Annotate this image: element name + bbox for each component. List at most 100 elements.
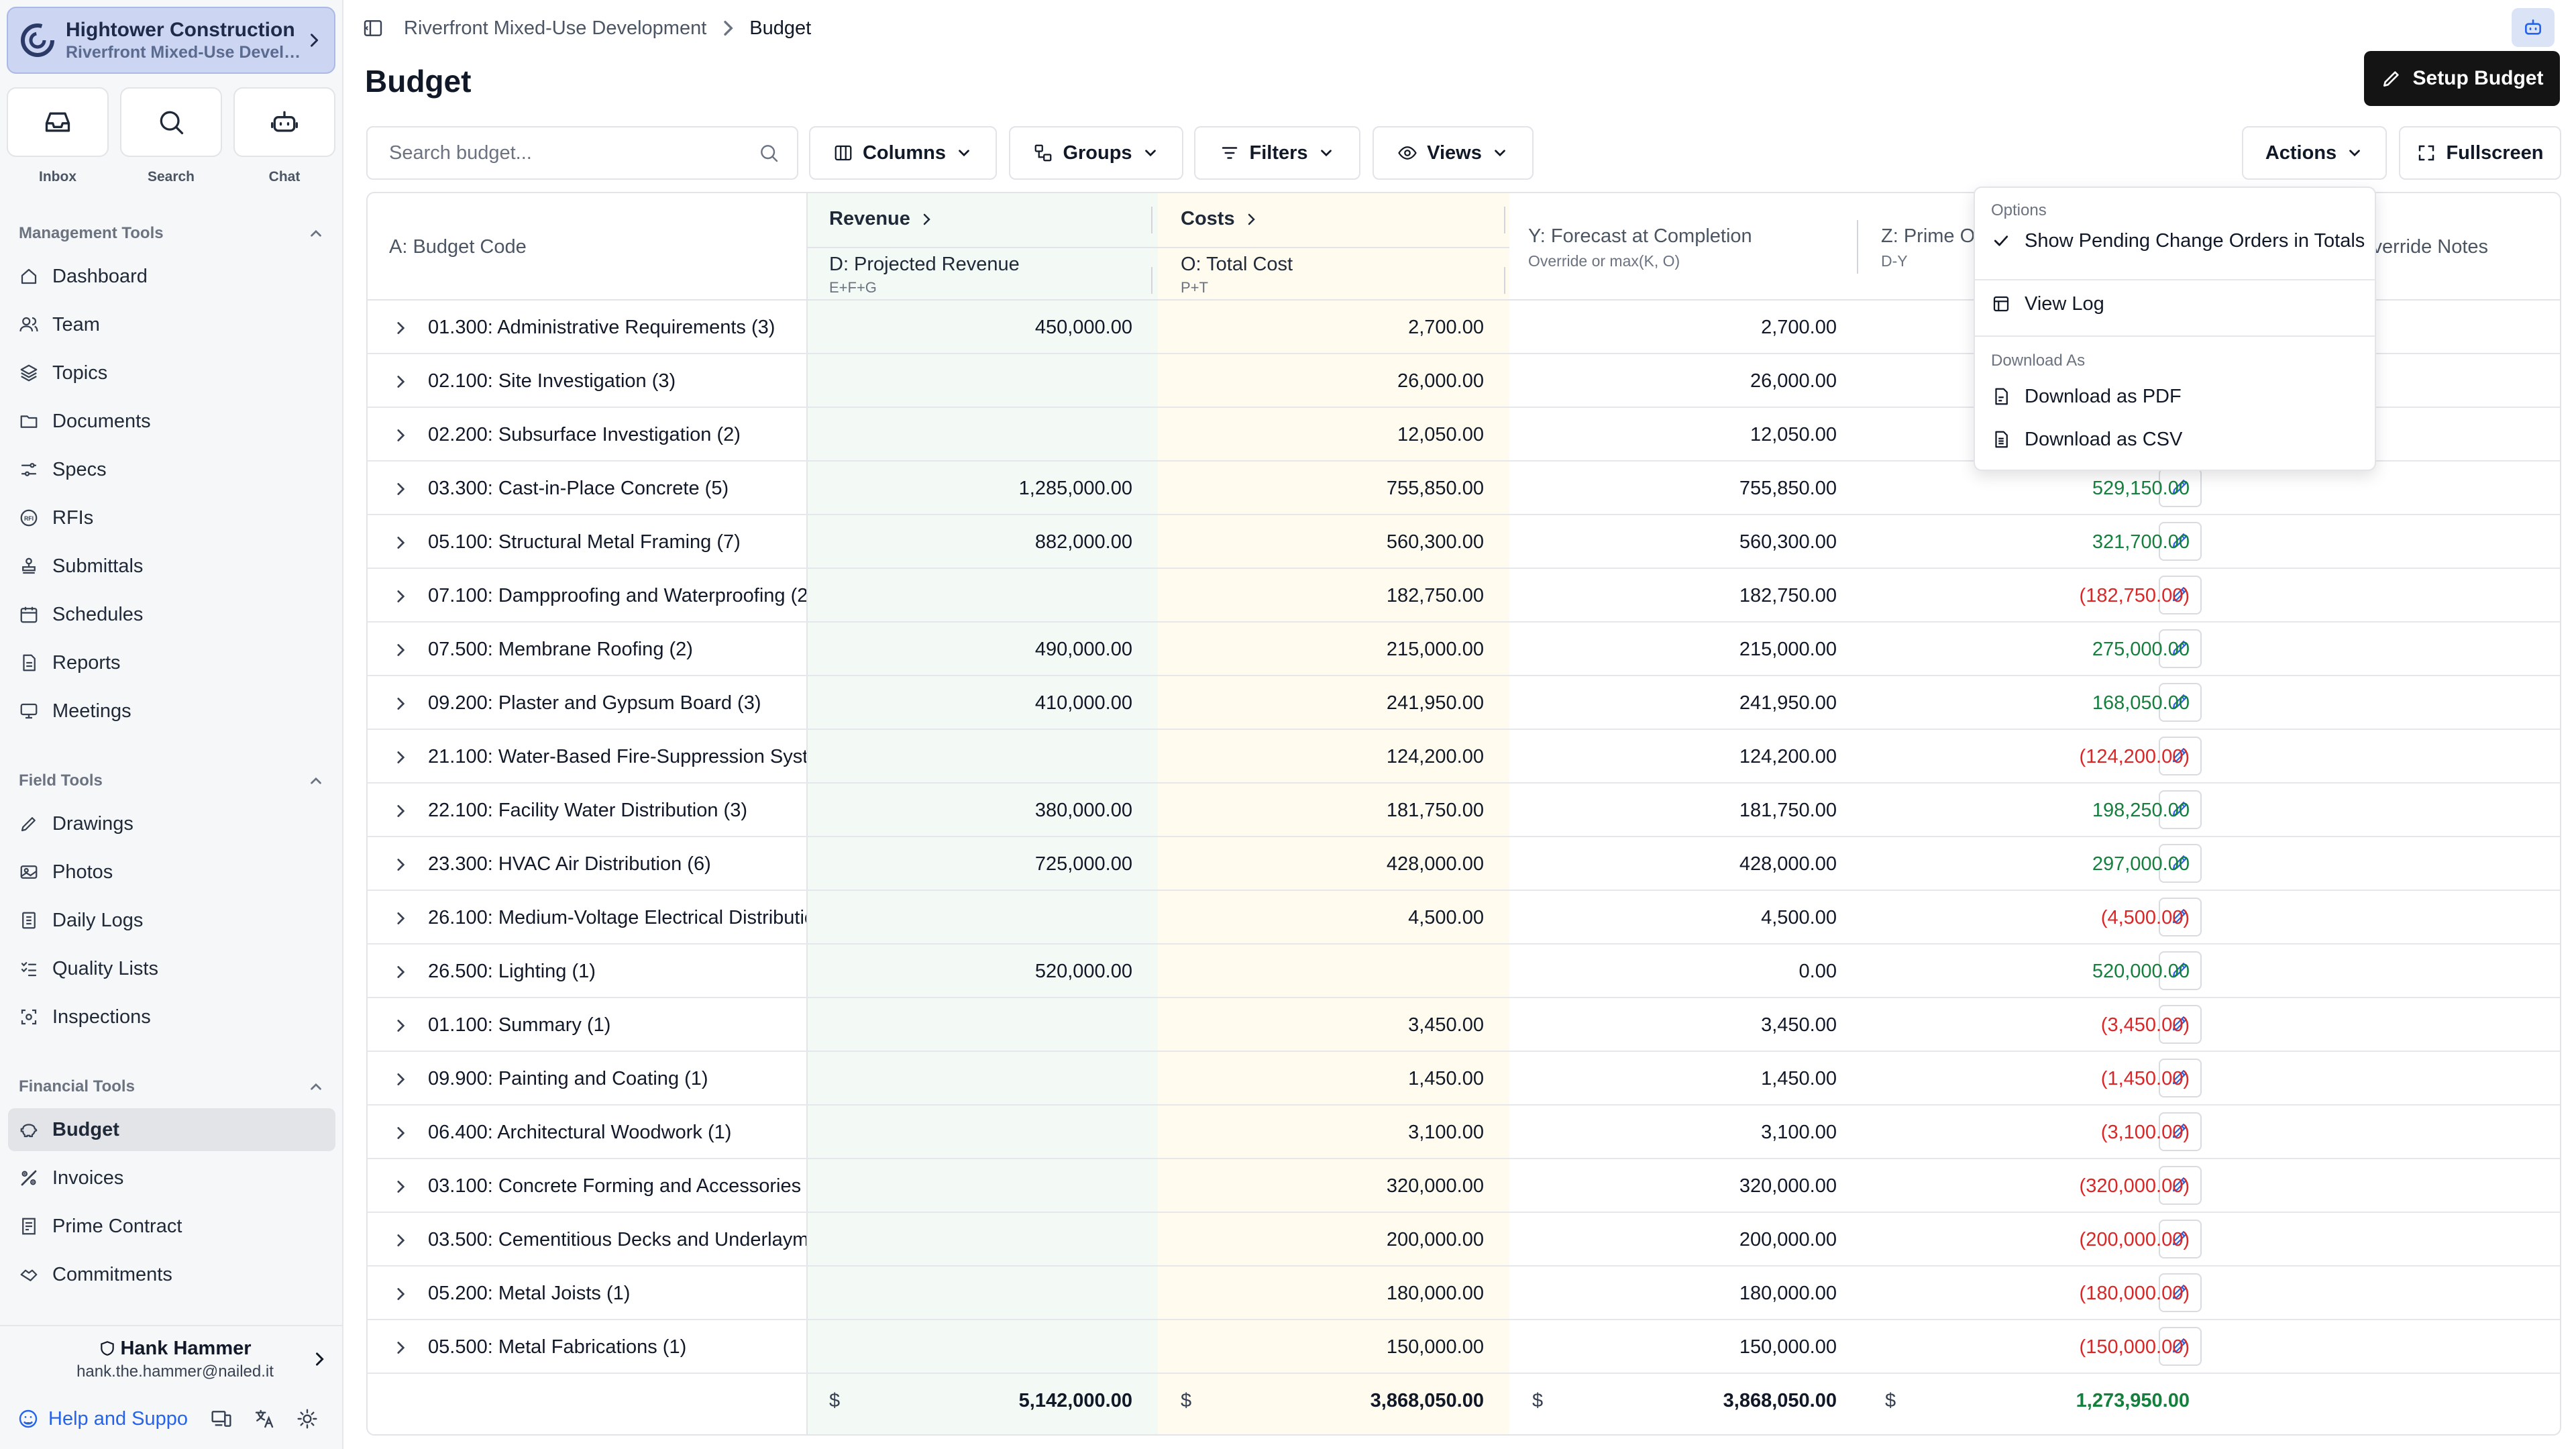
column-header-budget-code[interactable]: A: Budget Code xyxy=(389,236,527,258)
table-row[interactable]: 05.500: Metal Fabrications (1) 150,000.00… xyxy=(368,1320,2560,1374)
table-row[interactable]: 05.100: Structural Metal Framing (7) 882,… xyxy=(368,515,2560,569)
column-header-projected-revenue[interactable]: D: Projected Revenue xyxy=(829,254,1020,275)
search-input[interactable] xyxy=(389,142,758,164)
help-link[interactable]: Help and Support xyxy=(48,1407,189,1430)
sidebar-item-inspections[interactable]: Inspections xyxy=(8,996,335,1038)
sidebar-item-rfis[interactable]: RFI RFIs xyxy=(8,496,335,539)
edit-forecast-button[interactable] xyxy=(2159,683,2202,722)
org-switcher[interactable]: Hightower Construction Riverfront Mixed-… xyxy=(7,7,335,74)
edit-forecast-button[interactable] xyxy=(2159,1005,2202,1044)
help-circle-icon[interactable] xyxy=(17,1408,39,1430)
chevron-right-icon[interactable] xyxy=(392,910,409,927)
filters-button[interactable]: Filters xyxy=(1194,126,1360,180)
table-row[interactable]: 23.300: HVAC Air Distribution (6) 725,000… xyxy=(368,837,2560,891)
search-button[interactable]: Search xyxy=(120,87,222,185)
user-menu[interactable]: Hank Hammer hank.the.hammer@nailed.it xyxy=(0,1325,342,1392)
edit-forecast-button[interactable] xyxy=(2159,576,2202,614)
views-button[interactable]: Views xyxy=(1373,126,1534,180)
sidebar-item-schedules[interactable]: Schedules xyxy=(8,593,335,636)
sidebar-item-reports[interactable]: Reports xyxy=(8,641,335,684)
fullscreen-button[interactable]: Fullscreen xyxy=(2399,126,2561,180)
chevron-right-icon[interactable] xyxy=(392,695,409,712)
table-row[interactable]: 21.100: Water-Based Fire-Suppression Sys… xyxy=(368,730,2560,784)
chevron-right-icon[interactable] xyxy=(392,1339,409,1356)
sidebar-item-submittals[interactable]: Submittals xyxy=(8,545,335,588)
show-pending-change-orders-toggle[interactable]: Show Pending Change Orders in Totals xyxy=(1991,224,2365,258)
chevron-right-icon[interactable] xyxy=(392,373,409,390)
table-row[interactable]: 05.200: Metal Joists (1) 180,000.00 180,00… xyxy=(368,1267,2560,1320)
table-row[interactable]: 02.200: Subsurface Investigation (2) 12,0… xyxy=(368,408,2560,462)
sidebar-item-specs[interactable]: Specs xyxy=(8,448,335,491)
breadcrumb-project[interactable]: Riverfront Mixed-Use Development xyxy=(404,17,707,39)
table-row[interactable]: 26.500: Lighting (1) 520,000.00 0.00 520,00… xyxy=(368,945,2560,998)
group-header-revenue[interactable]: Revenue xyxy=(829,208,934,230)
inbox-button[interactable]: Inbox xyxy=(7,87,109,185)
table-row[interactable]: 03.500: Cementitious Decks and Underlaym… xyxy=(368,1213,2560,1267)
field-tools-header[interactable]: Field Tools xyxy=(19,771,325,790)
sidebar-toggle-icon[interactable] xyxy=(362,17,384,39)
table-row[interactable]: 07.100: Dampproofing and Waterproofing (… xyxy=(368,569,2560,623)
devices-icon[interactable] xyxy=(211,1408,232,1430)
actions-button[interactable]: Actions xyxy=(2242,126,2387,180)
edit-forecast-button[interactable] xyxy=(2159,844,2202,883)
edit-forecast-button[interactable] xyxy=(2159,522,2202,561)
sidebar-item-invoices[interactable]: Invoices xyxy=(8,1157,335,1199)
column-header-total-cost[interactable]: O: Total Cost xyxy=(1181,254,1293,275)
table-row[interactable]: 09.200: Plaster and Gypsum Board (3) 410,… xyxy=(368,676,2560,730)
sun-icon[interactable] xyxy=(297,1408,318,1430)
chevron-right-icon[interactable] xyxy=(392,1124,409,1142)
sidebar-item-quality-lists[interactable]: Quality Lists xyxy=(8,947,335,990)
groups-button[interactable]: Groups xyxy=(1009,126,1183,180)
group-header-costs[interactable]: Costs xyxy=(1181,208,1259,230)
sidebar-item-team[interactable]: Team xyxy=(8,303,335,346)
download-pdf-menu-item[interactable]: Download as PDF xyxy=(1991,380,2182,413)
chevron-right-icon[interactable] xyxy=(392,1178,409,1195)
chevron-right-icon[interactable] xyxy=(392,534,409,551)
edit-forecast-button[interactable] xyxy=(2159,1166,2202,1205)
view-log-menu-item[interactable]: View Log xyxy=(1991,287,2104,321)
column-header-override-notes[interactable]: Override Notes xyxy=(2357,236,2489,258)
chevron-right-icon[interactable] xyxy=(392,588,409,605)
edit-forecast-button[interactable] xyxy=(2159,790,2202,829)
edit-forecast-button[interactable] xyxy=(2159,898,2202,936)
chevron-right-icon[interactable] xyxy=(392,641,409,659)
sidebar-item-budget[interactable]: Budget xyxy=(8,1108,335,1151)
table-row[interactable]: 09.900: Painting and Coating (1) 1,450.00… xyxy=(368,1052,2560,1106)
edit-forecast-button[interactable] xyxy=(2159,1059,2202,1097)
table-row[interactable]: 03.100: Concrete Forming and Accessories… xyxy=(368,1159,2560,1213)
assistant-button[interactable] xyxy=(2512,8,2555,47)
chevron-right-icon[interactable] xyxy=(392,319,409,337)
edit-forecast-button[interactable] xyxy=(2159,1220,2202,1258)
chevron-right-icon[interactable] xyxy=(392,480,409,498)
table-row[interactable]: 06.400: Architectural Woodwork (1) 3,100.… xyxy=(368,1106,2560,1159)
sidebar-item-topics[interactable]: Topics xyxy=(8,352,335,394)
edit-forecast-button[interactable] xyxy=(2159,1327,2202,1366)
sidebar-item-drawings[interactable]: Drawings xyxy=(8,802,335,845)
edit-forecast-button[interactable] xyxy=(2159,951,2202,990)
edit-forecast-button[interactable] xyxy=(2159,737,2202,775)
sidebar-item-meetings[interactable]: Meetings xyxy=(8,690,335,733)
columns-button[interactable]: Columns xyxy=(809,126,997,180)
chevron-right-icon[interactable] xyxy=(392,963,409,981)
column-header-forecast[interactable]: Y: Forecast at Completion xyxy=(1528,225,1752,247)
chevron-right-icon[interactable] xyxy=(392,802,409,820)
chat-button[interactable]: Chat xyxy=(233,87,335,185)
table-row[interactable]: 07.500: Membrane Roofing (2) 490,000.00 21… xyxy=(368,623,2560,676)
search-field[interactable] xyxy=(366,126,798,180)
chevron-right-icon[interactable] xyxy=(392,1071,409,1088)
sidebar-item-prime-contract[interactable]: Prime Contract xyxy=(8,1205,335,1248)
chevron-right-icon[interactable] xyxy=(392,856,409,873)
table-row[interactable]: 03.300: Cast-in-Place Concrete (5) 1,285,… xyxy=(368,462,2560,515)
sidebar-item-photos[interactable]: Photos xyxy=(8,851,335,894)
table-row[interactable]: 01.100: Summary (1) 3,450.00 3,450.00 (3,45… xyxy=(368,998,2560,1052)
sidebar-item-documents[interactable]: Documents xyxy=(8,400,335,443)
financial-tools-header[interactable]: Financial Tools xyxy=(19,1077,325,1096)
setup-budget-button[interactable]: Setup Budget xyxy=(2364,51,2560,106)
edit-forecast-button[interactable] xyxy=(2159,1112,2202,1151)
sidebar-item-commitments[interactable]: Commitments xyxy=(8,1253,335,1296)
chevron-right-icon[interactable] xyxy=(392,1017,409,1034)
management-tools-header[interactable]: Management Tools xyxy=(19,224,325,243)
chevron-right-icon[interactable] xyxy=(392,427,409,444)
sidebar-item-daily-logs[interactable]: Daily Logs xyxy=(8,899,335,942)
table-row[interactable]: 26.100: Medium-Voltage Electrical Distri… xyxy=(368,891,2560,945)
